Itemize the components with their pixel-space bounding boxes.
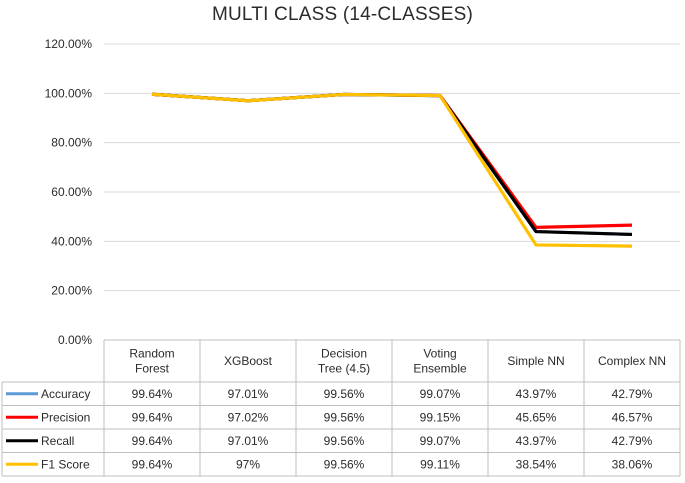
data-label: 42.79% [612,387,653,401]
series-line-recall [151,92,633,237]
data-label: 43.97% [516,434,557,448]
x-category-label: Voting [423,347,456,361]
data-label: 42.79% [612,434,653,448]
data-label: 99.64% [132,387,173,401]
y-tick-label: 0.00% [58,333,92,347]
x-category-label: Complex NN [598,354,666,368]
y-tick-label: 20.00% [51,284,92,298]
data-label: 99.64% [132,434,173,448]
data-label: 45.65% [516,410,557,424]
y-tick-label: 80.00% [51,136,92,150]
x-category-label: Tree (4.5) [318,362,370,376]
x-category-label: Forest [135,362,170,376]
data-label: 99.07% [420,434,461,448]
y-tick-label: 100.00% [45,86,93,100]
data-label: 99.56% [324,410,365,424]
data-label: 99.07% [420,387,461,401]
data-label: 46.57% [612,410,653,424]
legend-label: Recall [41,434,74,448]
data-label: 99.11% [420,457,460,471]
series-line-precision [151,92,633,229]
data-label: 97% [236,457,260,471]
y-tick-label: 120.00% [45,37,93,51]
chart-title: MULTI CLASS (14-CLASSES) [211,4,474,25]
legend-label: F1 Score [41,457,90,471]
x-category-label: Random [129,347,174,361]
data-label: 99.56% [324,434,365,448]
x-category-label: Simple NN [507,354,564,368]
legend-label: Accuracy [41,387,90,401]
data-label: 99.64% [132,457,173,471]
legend-label: Precision [41,410,90,424]
data-label: 97.01% [228,387,269,401]
x-category-label: XGBoost [224,354,273,368]
x-category-label: Ensemble [413,362,467,376]
data-label: 99.15% [420,410,461,424]
data-label: 38.06% [612,457,653,471]
y-tick-label: 40.00% [51,234,92,248]
series-line-f1-score [151,92,633,248]
x-category-label: Decision [321,347,367,361]
data-label: 97.02% [228,410,269,424]
data-label: 38.54% [516,457,557,471]
data-label: 99.56% [324,387,365,401]
data-label: 97.01% [228,434,269,448]
y-tick-label: 60.00% [51,185,92,199]
series-line-accuracy [151,92,633,237]
data-label: 99.64% [132,410,173,424]
data-label: 43.97% [516,387,557,401]
data-label: 99.56% [324,457,365,471]
